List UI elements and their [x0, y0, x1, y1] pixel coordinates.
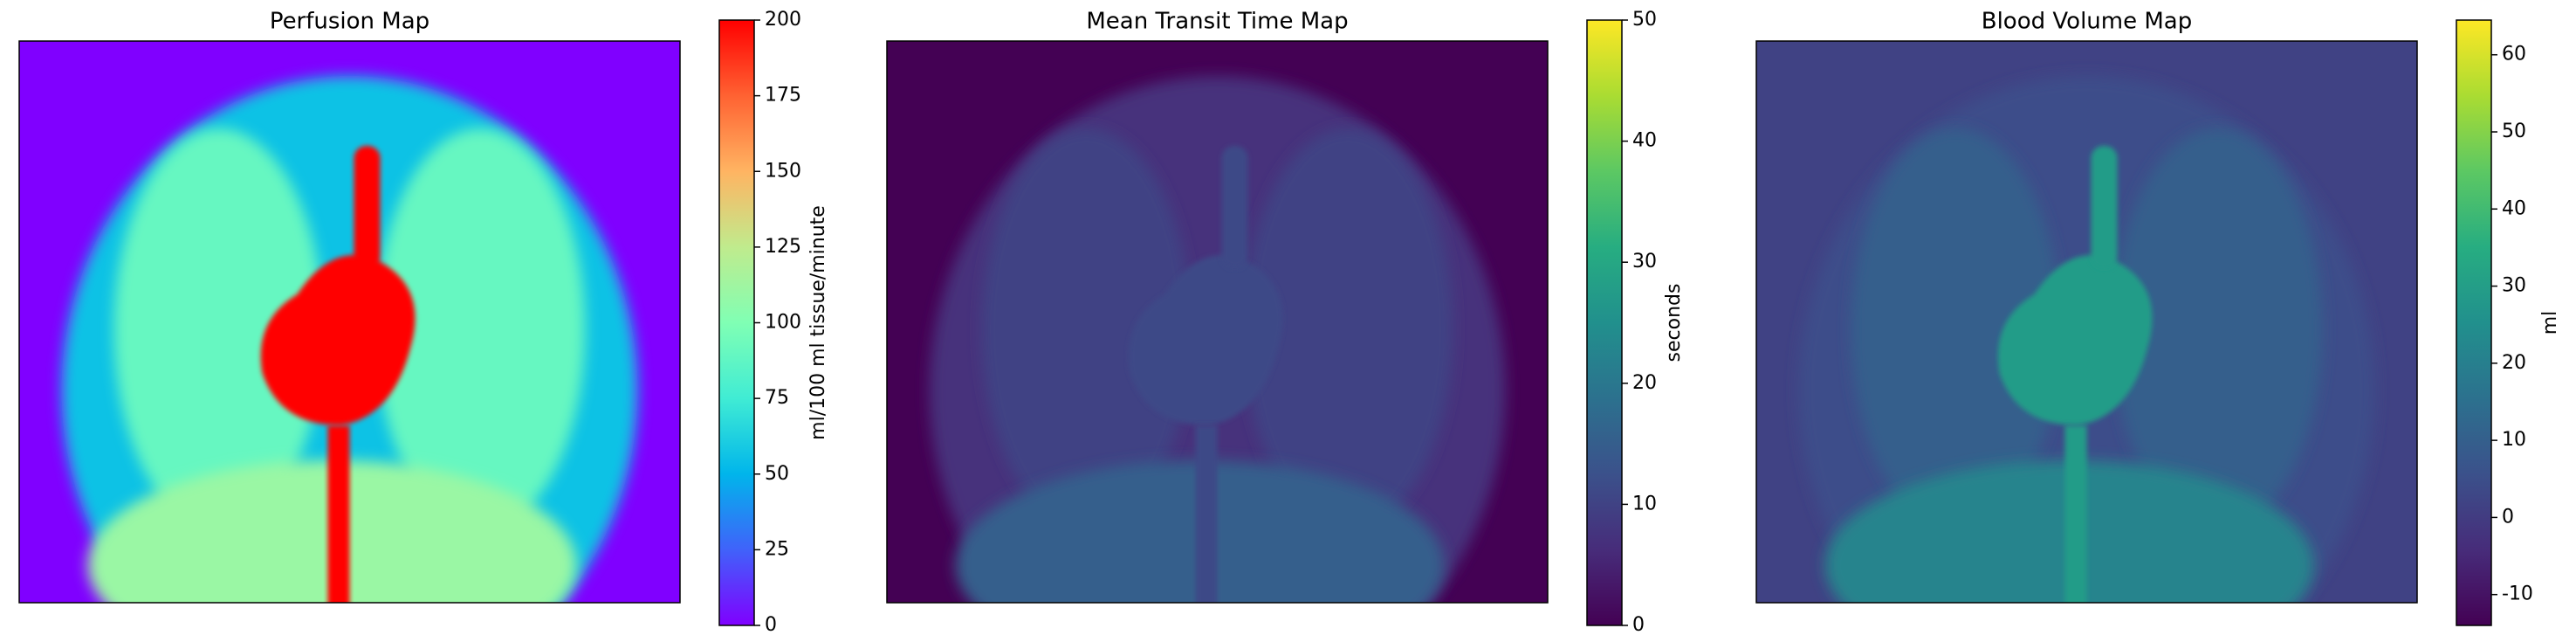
colorbar-tick-label: 30	[1632, 251, 1657, 273]
colorbar	[1586, 19, 1623, 626]
spine	[1195, 425, 1218, 603]
colorbar-label: ml	[2539, 311, 2561, 335]
colorbar-tick-label: 30	[2502, 275, 2526, 297]
colorbar-tick-label: 0	[765, 614, 777, 636]
lung-left	[981, 128, 1192, 530]
colorbar-tick-label: 75	[765, 387, 789, 409]
colorbar-tick-label: 10	[2502, 429, 2526, 451]
spine	[2064, 425, 2087, 603]
colorbar-tick-label: 40	[1632, 130, 1657, 152]
image	[19, 41, 680, 603]
colorbar-tick-label: 20	[1632, 372, 1657, 394]
panel-title: Perfusion Map	[270, 9, 429, 35]
colorbar	[2456, 19, 2492, 626]
colorbar-tick-label: 200	[765, 9, 801, 31]
colorbar-tick-label: 25	[765, 538, 789, 560]
colorbar-tick-label: 50	[2502, 121, 2526, 142]
aorta	[1221, 146, 1248, 268]
panel-title: Blood Volume Map	[1982, 9, 2192, 35]
panel: Mean Transit Time Map 0 10 20 30 40 50 seconds	[886, 9, 1685, 636]
panel-title: Mean Transit Time Map	[1086, 9, 1348, 35]
aorta	[2091, 146, 2118, 268]
image-frame	[18, 40, 681, 604]
colorbar-tick-label: 60	[2502, 44, 2526, 66]
colorbar-tick-label: 50	[1632, 9, 1657, 31]
colorbar-tick-label: 100	[765, 312, 801, 334]
lung-right	[1243, 128, 1453, 530]
lung-right	[375, 128, 586, 530]
lung-right	[2112, 128, 2323, 530]
colorbar-tick-label: 125	[765, 236, 801, 258]
image-frame	[1755, 40, 2418, 604]
spine	[327, 425, 350, 603]
colorbar-label: ml/100 ml tissue/minute	[807, 205, 829, 440]
lung-left	[1851, 128, 2061, 530]
heart	[260, 255, 416, 425]
colorbar-tick-label: 175	[765, 85, 801, 107]
aorta	[354, 146, 381, 268]
heart	[1128, 255, 1283, 425]
colorbar-tick-label: 150	[765, 160, 801, 182]
colorbar-tick-label: 50	[765, 463, 789, 485]
image	[887, 41, 1548, 603]
colorbar-tick-label: 40	[2502, 197, 2526, 219]
colorbar	[718, 19, 755, 626]
colorbar-label: seconds	[1663, 284, 1685, 362]
colorbar-tick-label: 20	[2502, 352, 2526, 374]
colorbar-tick-label: -10	[2502, 583, 2533, 605]
colorbar-tick-label: 10	[1632, 493, 1657, 514]
image-frame	[886, 40, 1549, 604]
colorbar-tick-label: 0	[1632, 614, 1645, 636]
lung-left	[113, 128, 324, 530]
heart	[1997, 255, 2153, 425]
panel: Perfusion Map 0 25 50 75 100 125 150 175 200 ml/10…	[18, 9, 829, 636]
colorbar-tick-label: 0	[2502, 506, 2514, 528]
image	[1756, 41, 2417, 603]
panel: Blood Volume Map -10 0 10 20 30 40 50 60 ml	[1755, 9, 2561, 626]
